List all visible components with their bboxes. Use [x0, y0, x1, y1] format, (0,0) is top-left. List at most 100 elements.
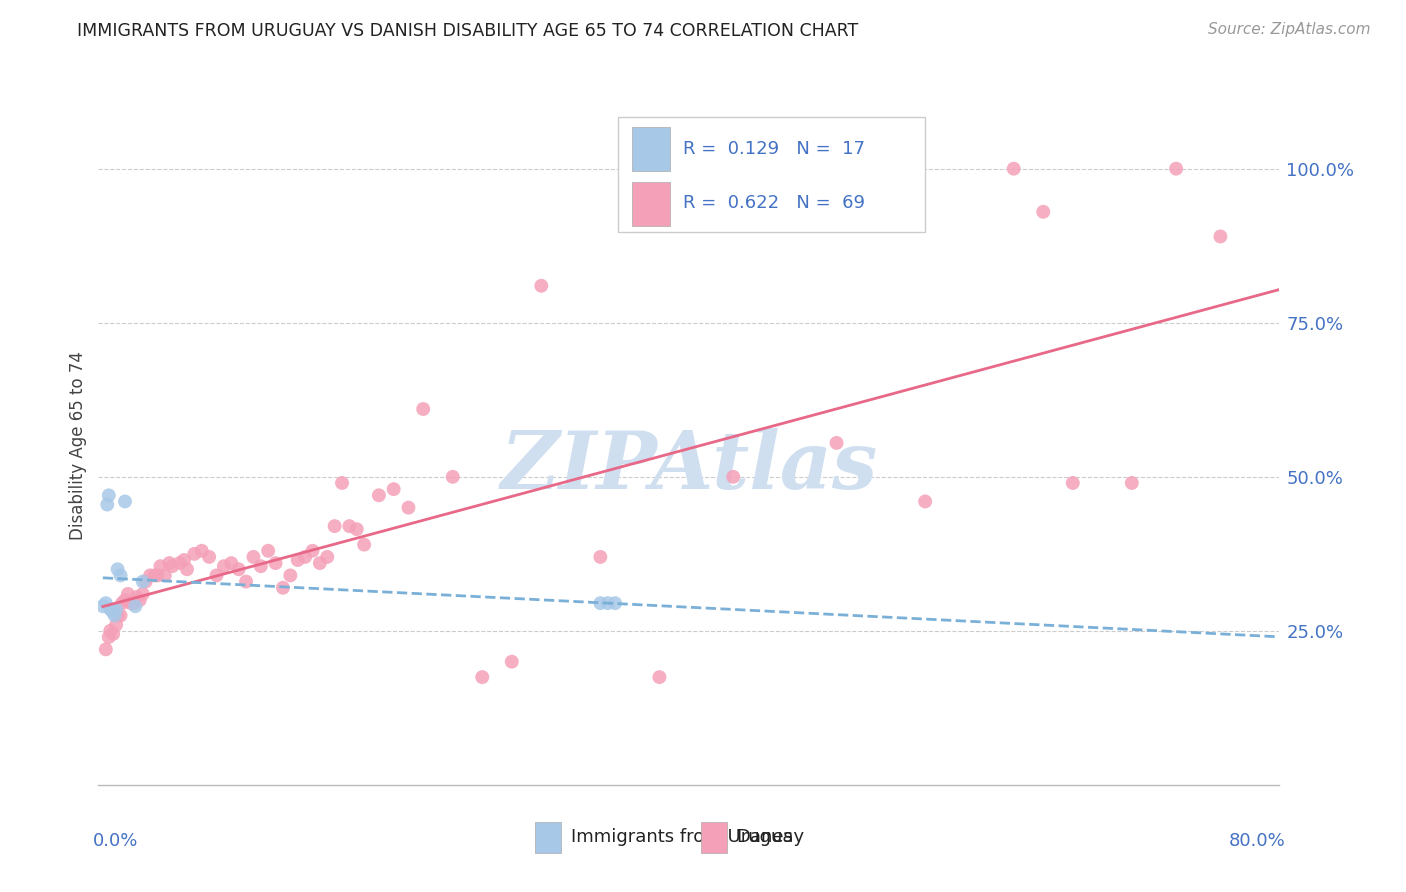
Point [100, 602, 122, 616]
Point [98, 602, 121, 616]
FancyBboxPatch shape [619, 117, 925, 233]
Point [176, 562, 198, 576]
Point [294, 549, 316, 564]
Point [1032, 204, 1054, 219]
Point [301, 543, 323, 558]
Point [212, 559, 235, 574]
Point [271, 581, 294, 595]
Point [139, 568, 162, 582]
Point [128, 593, 150, 607]
Point [441, 470, 464, 484]
Point [825, 436, 848, 450]
Point [339, 519, 361, 533]
Point [205, 568, 228, 582]
Point [114, 593, 136, 607]
Point [104, 608, 127, 623]
Point [98, 624, 121, 638]
Point [110, 608, 132, 623]
Point [501, 655, 523, 669]
Point [412, 402, 434, 417]
Point [107, 608, 129, 623]
FancyBboxPatch shape [633, 128, 671, 171]
Point [723, 470, 745, 484]
Point [914, 494, 936, 508]
Point [114, 494, 136, 508]
Point [346, 522, 368, 536]
Text: 0.0%: 0.0% [93, 832, 138, 850]
Point [143, 568, 166, 582]
Point [1062, 475, 1084, 490]
Point [221, 556, 243, 570]
Point [91, 599, 114, 614]
Point [162, 559, 183, 574]
Point [97, 630, 120, 644]
Text: ZIPAtlas: ZIPAtlas [501, 427, 877, 505]
Point [530, 278, 553, 293]
Point [157, 556, 180, 570]
Text: Danes: Danes [737, 828, 793, 847]
Point [589, 596, 612, 610]
Point [153, 568, 176, 582]
Point [353, 538, 375, 552]
Point [589, 549, 612, 564]
Point [242, 549, 264, 564]
Point [169, 556, 191, 570]
Point [316, 549, 339, 564]
Text: 80.0%: 80.0% [1229, 832, 1285, 850]
Point [1121, 475, 1143, 490]
Point [120, 596, 142, 610]
Point [94, 596, 117, 610]
Point [107, 562, 129, 576]
Point [96, 498, 118, 512]
Point [368, 488, 391, 502]
Point [250, 559, 273, 574]
Point [111, 596, 134, 610]
Point [105, 602, 128, 616]
Point [398, 500, 420, 515]
Point [382, 482, 405, 496]
Point [173, 553, 195, 567]
Point [132, 574, 155, 589]
FancyBboxPatch shape [633, 182, 671, 226]
Point [94, 642, 117, 657]
Point [648, 670, 671, 684]
Point [228, 562, 250, 576]
Point [125, 590, 148, 604]
Text: IMMIGRANTS FROM URUGUAY VS DANISH DISABILITY AGE 65 TO 74 CORRELATION CHART: IMMIGRANTS FROM URUGUAY VS DANISH DISABI… [77, 22, 859, 40]
Point [183, 547, 205, 561]
Point [135, 574, 157, 589]
Point [287, 553, 309, 567]
Point [280, 568, 302, 582]
Point [471, 670, 494, 684]
Point [132, 587, 155, 601]
Point [198, 549, 221, 564]
FancyBboxPatch shape [700, 822, 727, 853]
Point [124, 599, 146, 614]
Point [264, 556, 287, 570]
Point [1166, 161, 1188, 176]
Point [110, 568, 132, 582]
Point [1209, 229, 1232, 244]
Text: Source: ZipAtlas.com: Source: ZipAtlas.com [1208, 22, 1371, 37]
Point [1002, 161, 1025, 176]
Point [257, 543, 280, 558]
Text: R =  0.129   N =  17: R = 0.129 N = 17 [683, 140, 865, 158]
Point [146, 568, 169, 582]
Point [117, 587, 139, 601]
Point [330, 475, 353, 490]
Point [605, 596, 627, 610]
Text: Immigrants from Uruguay: Immigrants from Uruguay [571, 828, 804, 847]
Point [596, 596, 619, 610]
Point [191, 543, 214, 558]
Point [97, 488, 120, 502]
Point [105, 617, 128, 632]
Text: R =  0.622   N =  69: R = 0.622 N = 69 [683, 194, 865, 212]
Y-axis label: Disability Age 65 to 74: Disability Age 65 to 74 [69, 351, 87, 541]
Point [149, 559, 172, 574]
FancyBboxPatch shape [536, 822, 561, 853]
Point [323, 519, 346, 533]
Point [122, 596, 145, 610]
Point [103, 606, 125, 620]
Point [309, 556, 332, 570]
Point [235, 574, 257, 589]
